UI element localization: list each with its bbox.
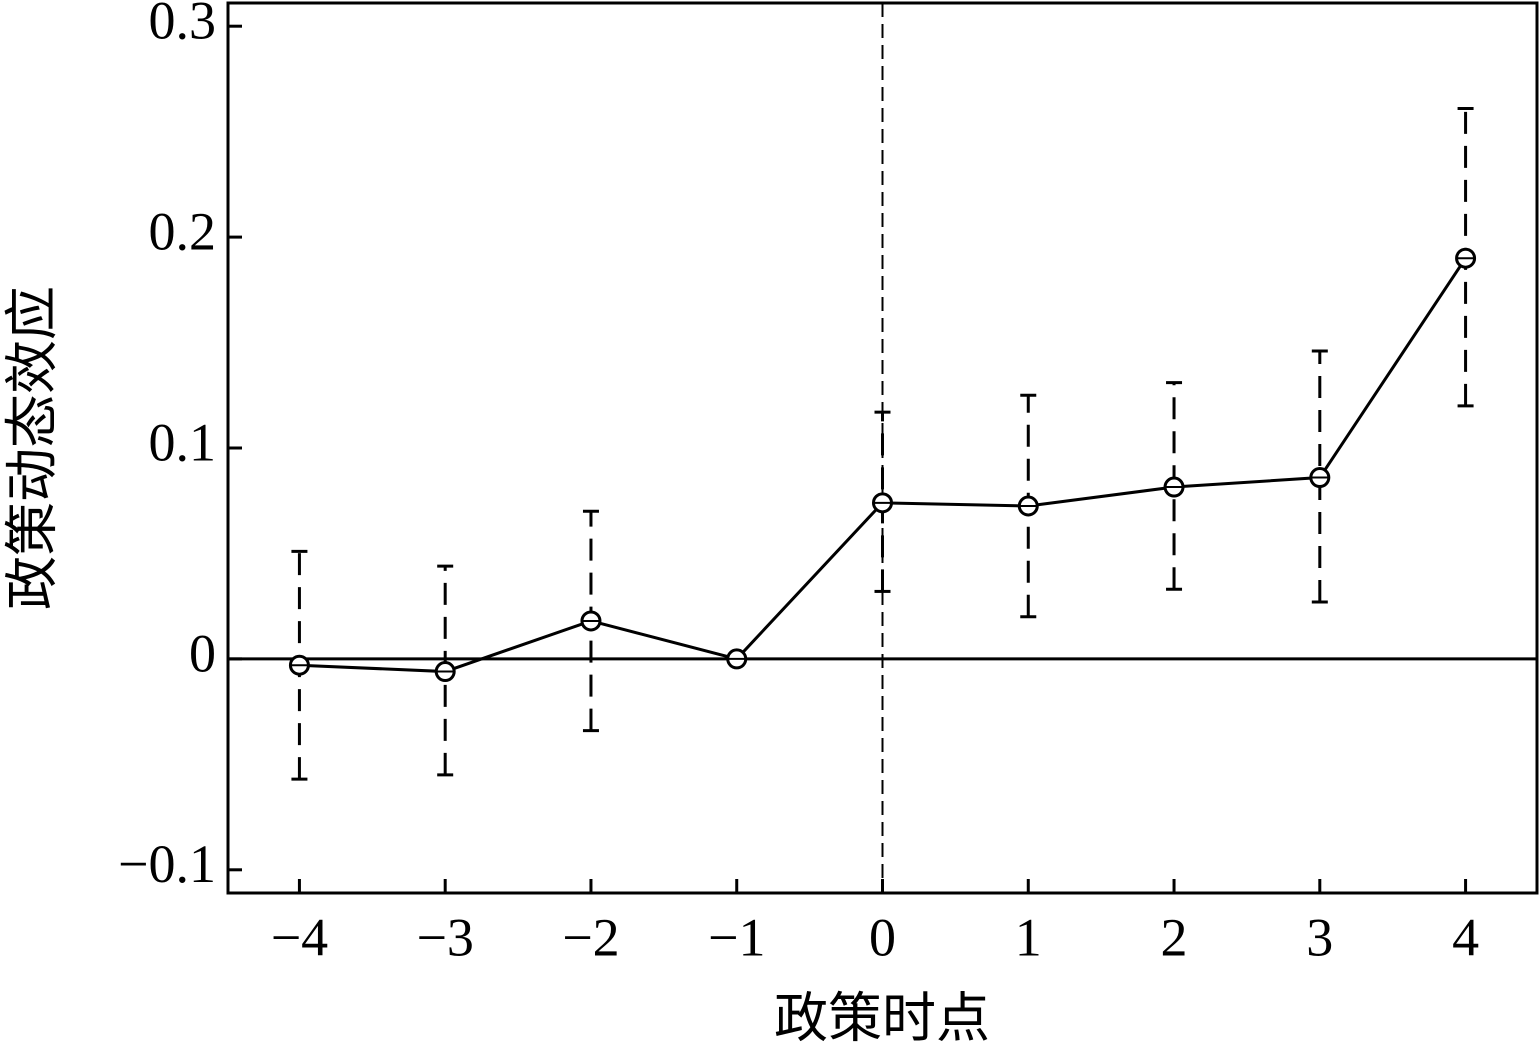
x-tick-label: 2 [1161,907,1188,967]
y-tick-label: 0.2 [149,201,217,261]
y-tick-label: 0.3 [149,0,217,51]
x-tick-label: −1 [708,907,765,967]
x-tick-label: −3 [416,907,473,967]
y-tick-label: −0.1 [118,834,216,894]
x-tick-label: 1 [1015,907,1042,967]
x-tick-label: 3 [1306,907,1333,967]
x-tick-label: −4 [271,907,328,967]
x-tick-label: 0 [869,907,896,967]
y-tick-label: 0 [189,623,216,683]
y-axis-title: 政策动态效应 [2,286,62,610]
x-tick-label: 4 [1452,907,1479,967]
x-tick-label: −2 [562,907,619,967]
y-tick-label: 0.1 [149,412,217,472]
x-axis-title: 政策时点 [774,988,990,1048]
